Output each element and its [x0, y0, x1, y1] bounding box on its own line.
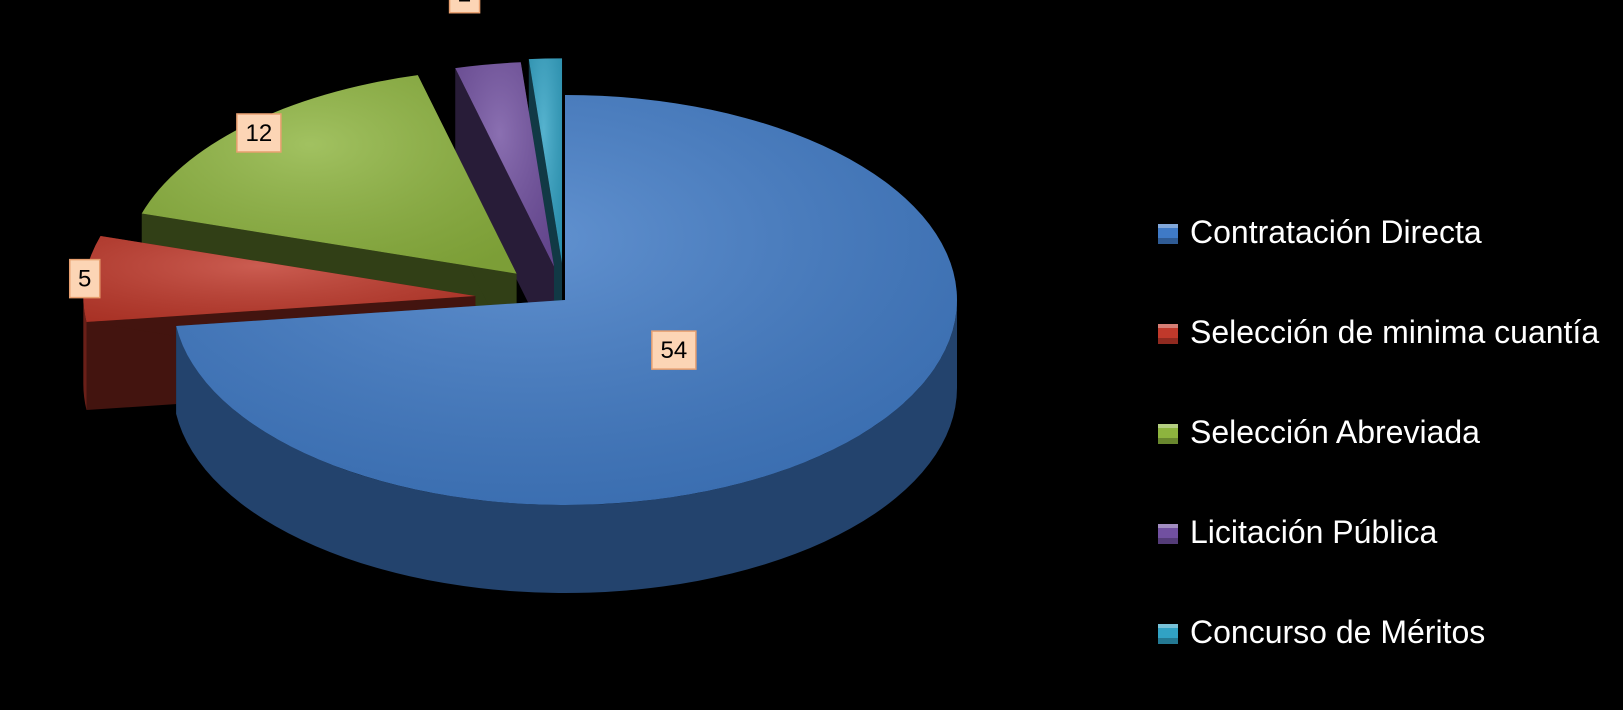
legend-label: Selección Abreviada	[1190, 414, 1480, 450]
legend-item: Selección Abreviada	[1158, 410, 1623, 510]
legend-swatch-icon	[1158, 524, 1178, 544]
pie-slice-sheen	[528, 58, 563, 264]
pie-slice-sheen	[141, 75, 517, 274]
pie-slice-side	[83, 296, 87, 411]
data-label-text: 2	[458, 0, 471, 8]
legend-label: Selección de minima cuantía	[1190, 314, 1600, 350]
legend-swatch-icon	[1158, 424, 1178, 444]
pie-chart: 5451221	[68, 0, 957, 593]
legend-item: Selección de minima cuantía	[1158, 310, 1623, 410]
pie-slice-sheen	[455, 62, 555, 267]
legend-item: Contratación Directa	[1158, 210, 1623, 310]
legend-item: Concurso de Méritos	[1158, 610, 1623, 710]
data-label: 12	[236, 113, 282, 153]
legend: Contratación Directa Selección de minima…	[1158, 210, 1623, 710]
pie-slice-wall	[455, 68, 555, 355]
pie-slice	[176, 95, 957, 593]
data-label-box	[651, 330, 697, 370]
legend-swatch-icon	[1158, 624, 1178, 644]
legend-item: Licitación Pública	[1158, 510, 1623, 610]
data-label: 54	[651, 330, 697, 370]
data-label-box	[448, 0, 481, 14]
data-label-text: 5	[78, 266, 91, 293]
data-label: 2	[448, 0, 481, 14]
pie-slice-sheen	[83, 235, 476, 323]
pie-slice	[455, 62, 555, 355]
legend-label: Licitación Pública	[1190, 514, 1438, 550]
data-label-box	[236, 113, 282, 153]
data-label-text: 54	[661, 337, 688, 364]
data-label-box	[68, 258, 101, 299]
pie-slice-side	[176, 300, 957, 593]
legend-label: Contratación Directa	[1190, 214, 1482, 250]
legend-swatch-icon	[1158, 324, 1178, 344]
data-label: 5	[68, 258, 101, 299]
pie-slice-sheen	[176, 95, 957, 505]
data-label-text: 12	[246, 120, 273, 147]
legend-swatch-icon	[1158, 224, 1178, 244]
legend-label: Concurso de Méritos	[1190, 614, 1486, 650]
